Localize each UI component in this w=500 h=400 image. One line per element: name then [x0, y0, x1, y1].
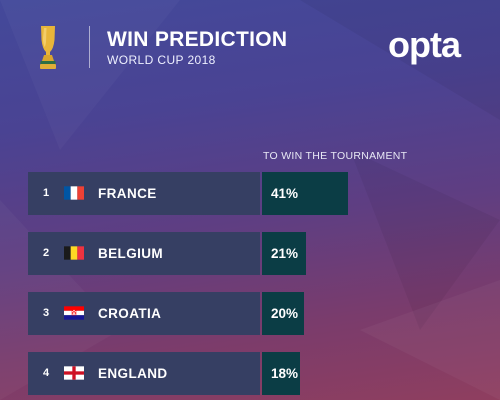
chart-title: WIN PREDICTION [107, 28, 288, 51]
opta-logo: opta [388, 24, 461, 65]
rank-label: 3 [43, 307, 50, 319]
croatia-flag-icon [64, 306, 84, 320]
team-row-belgium: 2 BELGIUM [28, 232, 260, 275]
england-flag-icon [64, 366, 84, 380]
team-row-england: 4 ENGLAND [28, 352, 260, 395]
rank-label: 1 [43, 187, 50, 199]
value-label: 20% [271, 306, 299, 321]
team-row-france: 1 FRANCE [28, 172, 260, 215]
column-header: TO WIN THE TOURNAMENT [263, 150, 408, 162]
bar-england: 18% [262, 352, 300, 395]
team-name: BELGIUM [98, 246, 164, 261]
rank-label: 4 [43, 367, 50, 379]
trophy-icon [40, 26, 56, 69]
rank-label: 2 [43, 247, 50, 259]
header: WIN PREDICTION WORLD CUP 2018 opta [0, 0, 500, 90]
france-flag-icon [64, 186, 84, 200]
value-label: 18% [271, 366, 299, 381]
team-name: ENGLAND [98, 366, 168, 381]
belgium-flag-icon [64, 246, 84, 260]
value-label: 41% [271, 186, 299, 201]
bar-croatia: 20% [262, 292, 304, 335]
bar-belgium: 21% [262, 232, 306, 275]
chart-subtitle: WORLD CUP 2018 [107, 53, 216, 67]
team-row-croatia: 3 CROATIA [28, 292, 260, 335]
bar-france: 41% [262, 172, 348, 215]
team-name: FRANCE [98, 186, 157, 201]
value-label: 21% [271, 246, 299, 261]
team-name: CROATIA [98, 306, 162, 321]
header-divider [89, 26, 90, 68]
